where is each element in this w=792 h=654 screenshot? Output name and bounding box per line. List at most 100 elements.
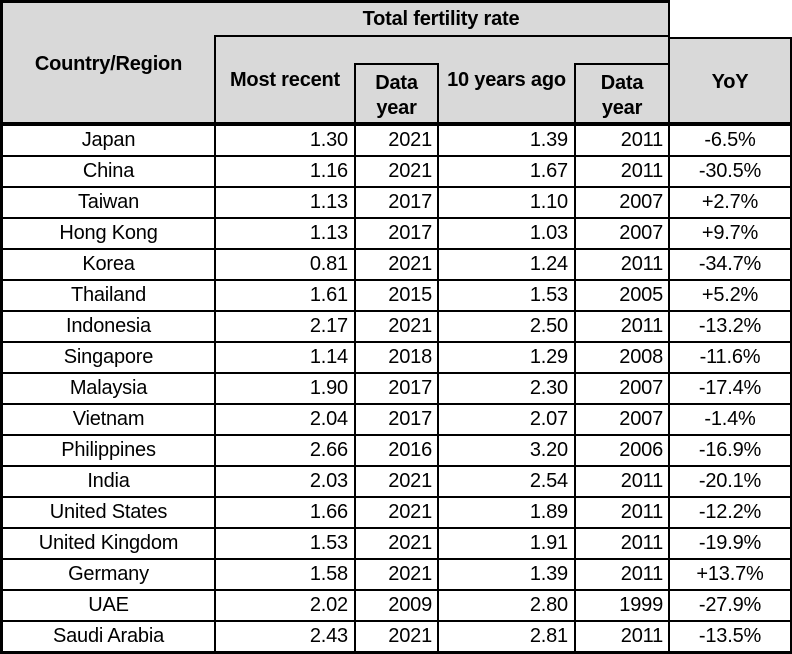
cell-data-year: 2021 (356, 126, 439, 157)
cell-most-recent: 1.13 (216, 188, 356, 219)
cell-data-year-2: 2011 (576, 498, 670, 529)
cell-data-year: 2021 (356, 467, 439, 498)
cell-10-years-ago: 2.81 (439, 622, 576, 654)
cell-country: China (0, 157, 216, 188)
cell-yoy: -34.7% (670, 250, 792, 281)
header-bottom-border (0, 122, 792, 126)
cell-data-year-2: 2011 (576, 312, 670, 343)
cell-data-year-2: 2008 (576, 343, 670, 374)
cell-most-recent: 2.04 (216, 405, 356, 436)
cell-data-year: 2009 (356, 591, 439, 622)
cell-country: Saudi Arabia (0, 622, 216, 654)
cell-most-recent: 1.58 (216, 560, 356, 591)
cell-10-years-ago: 1.53 (439, 281, 576, 312)
cell-10-years-ago: 1.39 (439, 560, 576, 591)
cell-10-years-ago: 1.39 (439, 126, 576, 157)
cell-data-year-2: 1999 (576, 591, 670, 622)
cell-most-recent: 1.30 (216, 126, 356, 157)
table-row: Philippines 2.66 2016 3.20 2006 -16.9% (0, 436, 792, 467)
cell-data-year: 2017 (356, 219, 439, 250)
cell-most-recent: 1.16 (216, 157, 356, 188)
table-row: Hong Kong 1.13 2017 1.03 2007 +9.7% (0, 219, 792, 250)
cell-data-year: 2017 (356, 188, 439, 219)
table-row: Saudi Arabia 2.43 2021 2.81 2011 -13.5% (0, 622, 792, 654)
cell-country: Philippines (0, 436, 216, 467)
cell-data-year: 2021 (356, 312, 439, 343)
cell-country: UAE (0, 591, 216, 622)
cell-most-recent: 1.53 (216, 529, 356, 560)
cell-data-year-2: 2005 (576, 281, 670, 312)
cell-most-recent: 1.14 (216, 343, 356, 374)
cell-10-years-ago: 1.10 (439, 188, 576, 219)
cell-most-recent: 0.81 (216, 250, 356, 281)
cell-data-year: 2016 (356, 436, 439, 467)
cell-country: Singapore (0, 343, 216, 374)
cell-10-years-ago: 1.24 (439, 250, 576, 281)
table-row: Malaysia 1.90 2017 2.30 2007 -17.4% (0, 374, 792, 405)
table-row: Vietnam 2.04 2017 2.07 2007 -1.4% (0, 405, 792, 436)
header-cell-data-year-2: Data year (574, 63, 670, 126)
cell-country: Korea (0, 250, 216, 281)
cell-yoy: -27.9% (670, 591, 792, 622)
cell-most-recent: 1.61 (216, 281, 356, 312)
cell-most-recent: 2.43 (216, 622, 356, 654)
cell-data-year: 2021 (356, 498, 439, 529)
cell-data-year-2: 2006 (576, 436, 670, 467)
cell-10-years-ago: 2.80 (439, 591, 576, 622)
cell-data-year: 2021 (356, 560, 439, 591)
cell-yoy: -17.4% (670, 374, 792, 405)
cell-yoy: -19.9% (670, 529, 792, 560)
cell-data-year: 2021 (356, 250, 439, 281)
cell-data-year: 2017 (356, 405, 439, 436)
table-row: Singapore 1.14 2018 1.29 2008 -11.6% (0, 343, 792, 374)
cell-data-year-2: 2011 (576, 560, 670, 591)
table-row: UAE 2.02 2009 2.80 1999 -27.9% (0, 591, 792, 622)
cell-data-year-2: 2011 (576, 157, 670, 188)
table-row: Germany 1.58 2021 1.39 2011 +13.7% (0, 560, 792, 591)
cell-most-recent: 1.13 (216, 219, 356, 250)
cell-country: Malaysia (0, 374, 216, 405)
cell-country: Taiwan (0, 188, 216, 219)
table-row: Thailand 1.61 2015 1.53 2005 +5.2% (0, 281, 792, 312)
table-row: Korea 0.81 2021 1.24 2011 -34.7% (0, 250, 792, 281)
cell-data-year: 2021 (356, 622, 439, 654)
cell-yoy: -11.6% (670, 343, 792, 374)
cell-most-recent: 1.90 (216, 374, 356, 405)
cell-yoy: -12.2% (670, 498, 792, 529)
cell-country: Indonesia (0, 312, 216, 343)
cell-most-recent: 2.17 (216, 312, 356, 343)
cell-most-recent: 1.66 (216, 498, 356, 529)
cell-10-years-ago: 1.91 (439, 529, 576, 560)
cell-data-year-2: 2011 (576, 467, 670, 498)
header-cell-yoy: YoY (668, 37, 792, 126)
cell-10-years-ago: 1.89 (439, 498, 576, 529)
table-row: Taiwan 1.13 2017 1.10 2007 +2.7% (0, 188, 792, 219)
cell-10-years-ago: 1.03 (439, 219, 576, 250)
cell-data-year-2: 2011 (576, 622, 670, 654)
cell-data-year: 2021 (356, 157, 439, 188)
cell-yoy: -6.5% (670, 126, 792, 157)
header-cell-most-recent: Most recent (229, 68, 341, 91)
cell-country: India (0, 467, 216, 498)
cell-10-years-ago: 2.54 (439, 467, 576, 498)
cell-yoy: -1.4% (670, 405, 792, 436)
cell-10-years-ago: 2.30 (439, 374, 576, 405)
cell-country: United States (0, 498, 216, 529)
cell-data-year-2: 2011 (576, 126, 670, 157)
cell-data-year-2: 2007 (576, 219, 670, 250)
cell-data-year-2: 2007 (576, 374, 670, 405)
cell-10-years-ago: 1.29 (439, 343, 576, 374)
cell-10-years-ago: 1.67 (439, 157, 576, 188)
table-row: Japan 1.30 2021 1.39 2011 -6.5% (0, 126, 792, 157)
table-body: Japan 1.30 2021 1.39 2011 -6.5% China 1.… (0, 126, 792, 654)
table-row: India 2.03 2021 2.54 2011 -20.1% (0, 467, 792, 498)
cell-10-years-ago: 2.07 (439, 405, 576, 436)
cell-data-year-2: 2007 (576, 188, 670, 219)
cell-country: Hong Kong (0, 219, 216, 250)
cell-data-year: 2017 (356, 374, 439, 405)
cell-country: Germany (0, 560, 216, 591)
cell-country: Japan (0, 126, 216, 157)
cell-country: Vietnam (0, 405, 216, 436)
header-subrow: Most recent Data year 10 years ago Data … (216, 37, 670, 126)
